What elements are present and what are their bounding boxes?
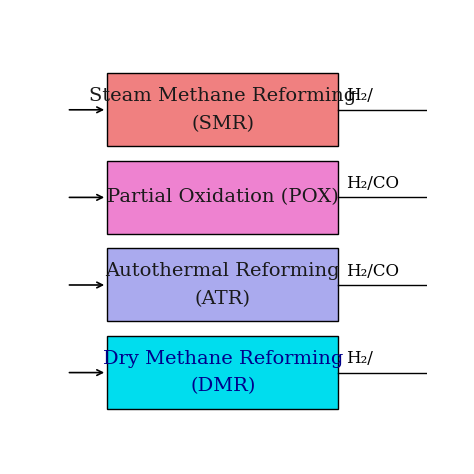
- Bar: [107, 161, 338, 234]
- Bar: [107, 336, 338, 409]
- Text: Partial Oxidation (POX): Partial Oxidation (POX): [107, 188, 338, 206]
- Text: H₂/CO: H₂/CO: [346, 175, 399, 192]
- Text: H₂/: H₂/: [346, 350, 373, 367]
- Text: H₂/CO: H₂/CO: [346, 263, 399, 280]
- Text: (SMR): (SMR): [191, 115, 254, 133]
- Text: (DMR): (DMR): [190, 377, 255, 395]
- Text: Dry Methane Reforming: Dry Methane Reforming: [102, 350, 343, 368]
- Bar: [107, 248, 338, 321]
- Text: H₂/: H₂/: [346, 87, 373, 104]
- Text: Autothermal Reforming: Autothermal Reforming: [105, 262, 340, 280]
- Bar: [107, 73, 338, 146]
- Text: (ATR): (ATR): [195, 290, 251, 308]
- Text: Steam Methane Reforming: Steam Methane Reforming: [89, 87, 356, 105]
